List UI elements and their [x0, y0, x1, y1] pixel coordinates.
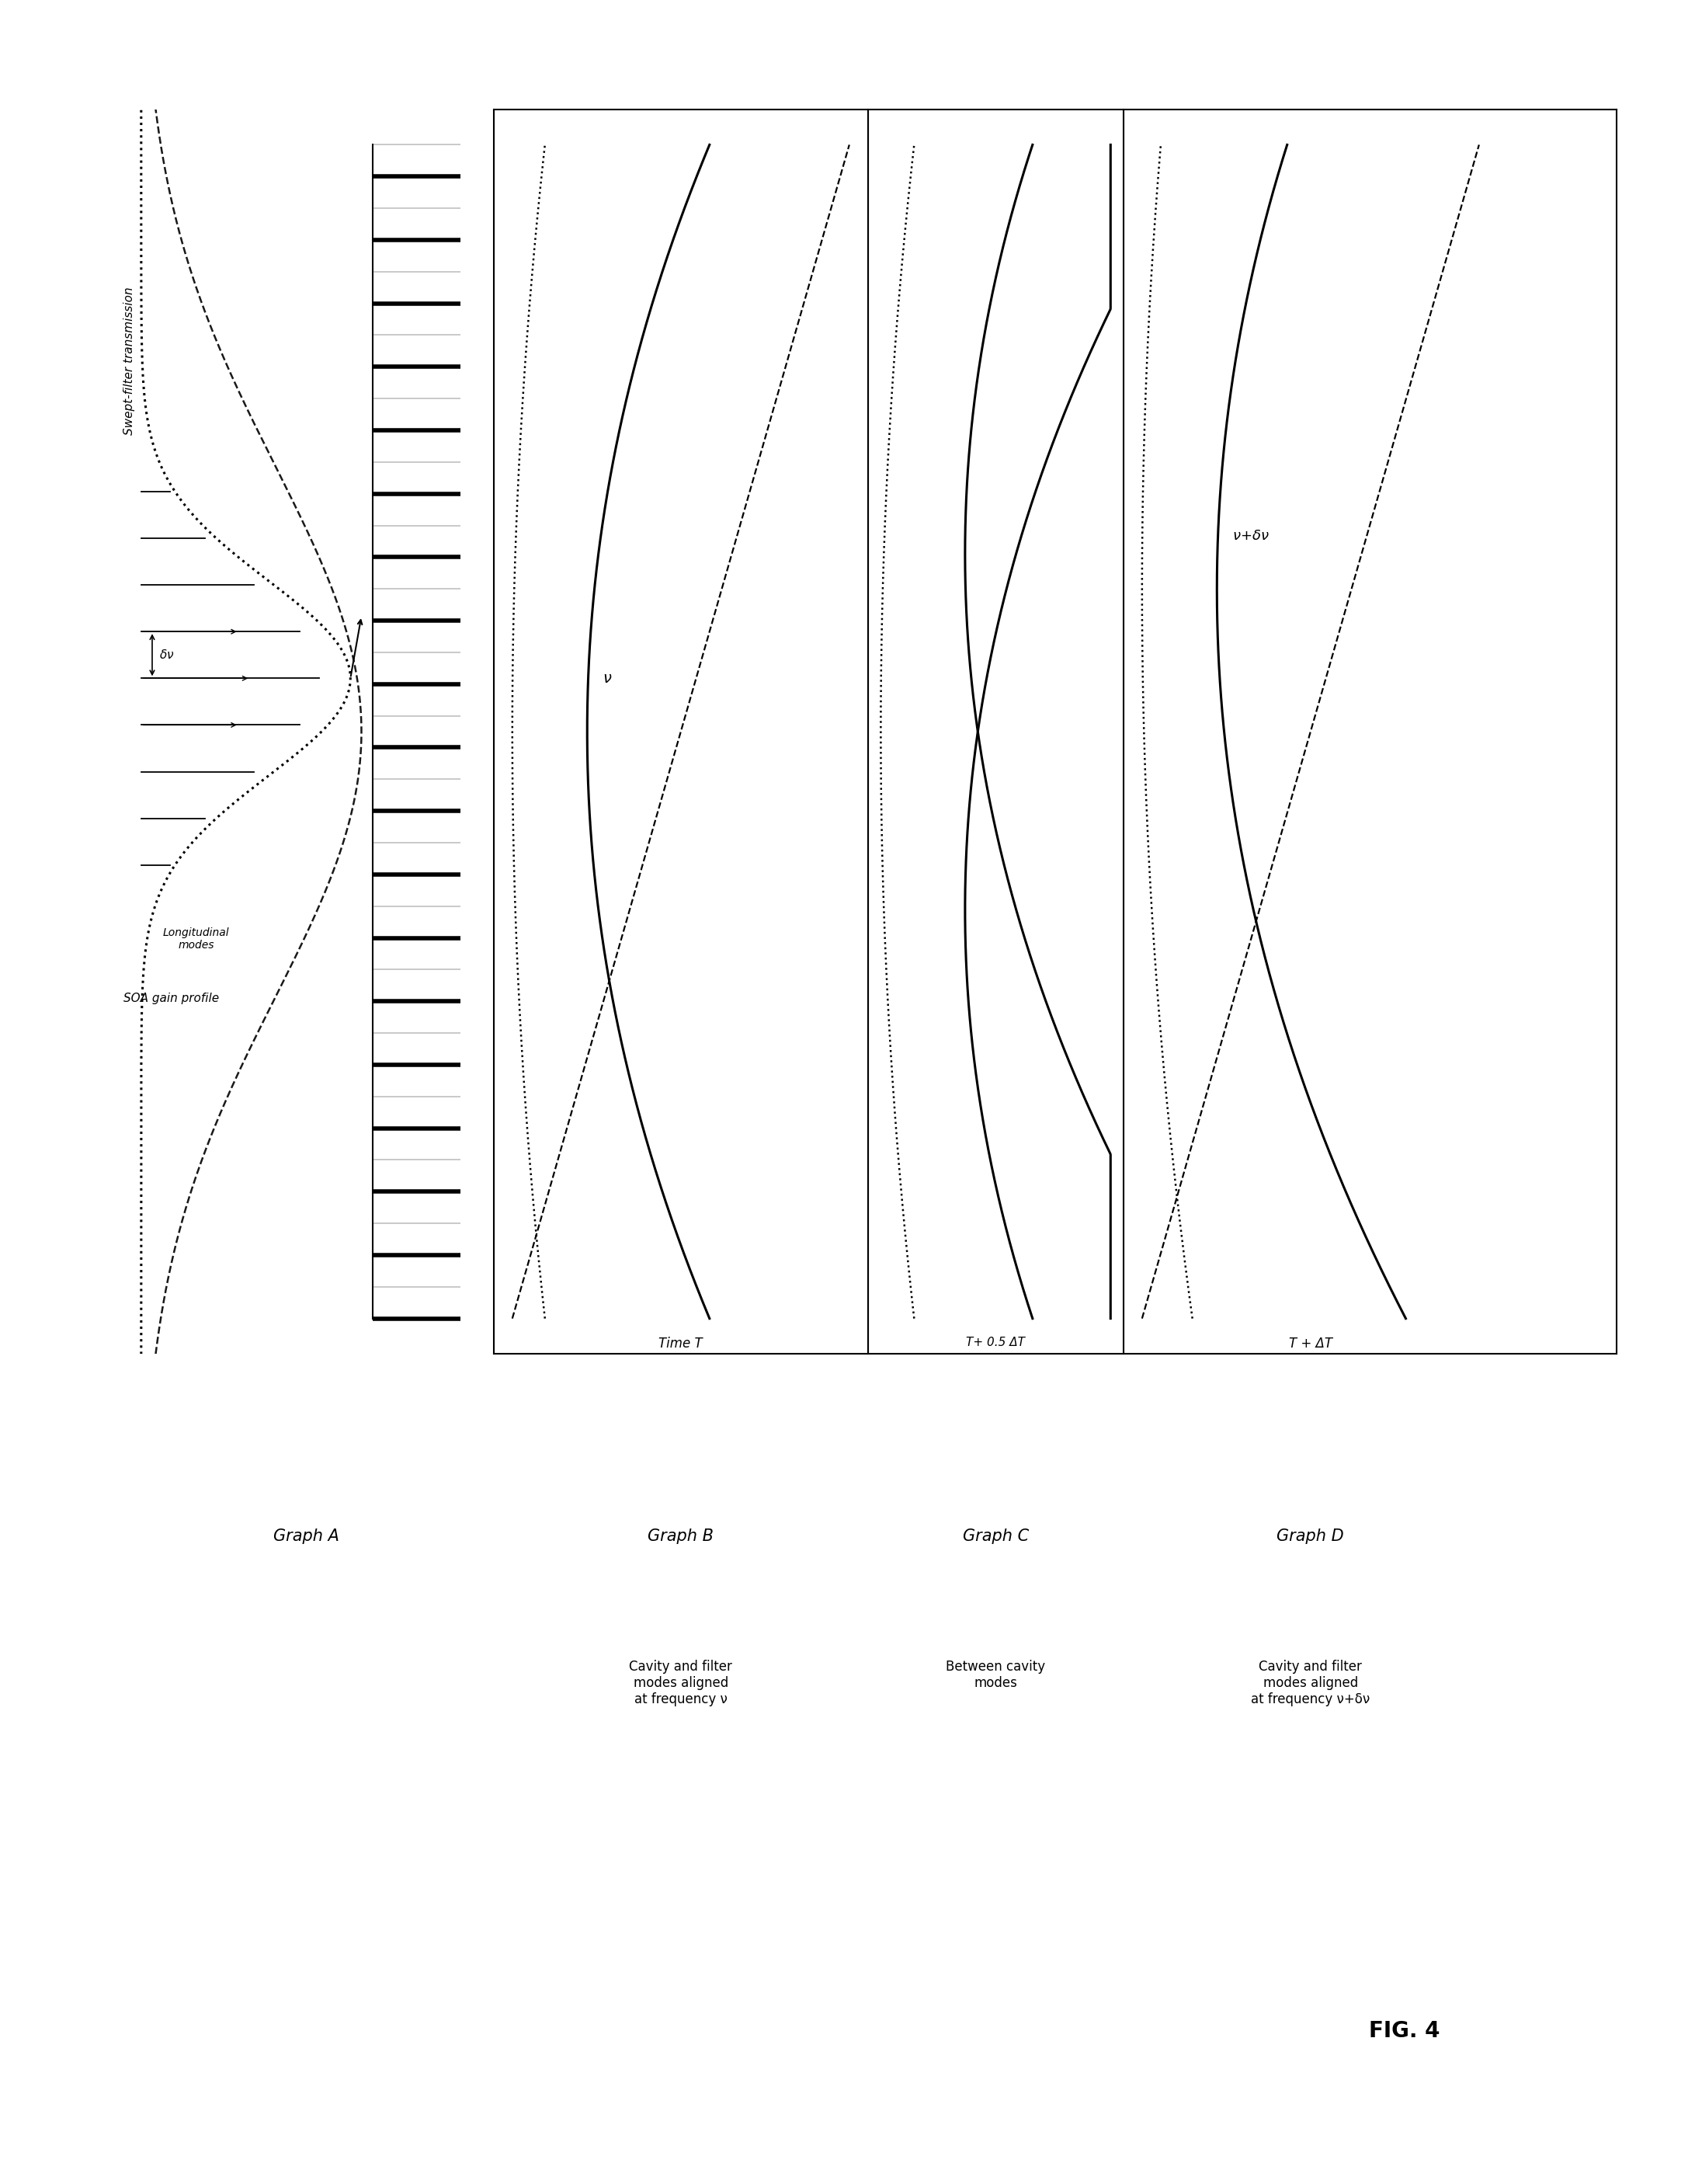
- Text: Graph D: Graph D: [1276, 1529, 1345, 1544]
- Text: Cavity and filter
modes aligned
at frequency ν+δν: Cavity and filter modes aligned at frequ…: [1251, 1660, 1370, 1706]
- Text: Graph C: Graph C: [963, 1529, 1028, 1544]
- Text: SOA gain profile: SOA gain profile: [124, 992, 220, 1005]
- Text: Swept-filter transmission: Swept-filter transmission: [124, 286, 134, 435]
- Text: T+ 0.5 ΔT: T+ 0.5 ΔT: [967, 1337, 1025, 1348]
- Text: Cavity and filter
modes aligned
at frequency ν: Cavity and filter modes aligned at frequ…: [630, 1660, 732, 1706]
- Text: Time T: Time T: [659, 1337, 703, 1350]
- Text: Graph B: Graph B: [648, 1529, 713, 1544]
- Text: FIG. 4: FIG. 4: [1368, 2020, 1440, 2042]
- Text: $\nu$: $\nu$: [603, 670, 611, 686]
- Text: Longitudinal
modes: Longitudinal modes: [163, 928, 230, 950]
- Text: Between cavity
modes: Between cavity modes: [946, 1660, 1045, 1690]
- Text: T + ΔT: T + ΔT: [1288, 1337, 1333, 1350]
- Text: Graph A: Graph A: [274, 1529, 339, 1544]
- Text: $\delta\nu$: $\delta\nu$: [158, 649, 174, 662]
- Text: $\nu$+$\delta\nu$: $\nu$+$\delta\nu$: [1232, 529, 1270, 544]
